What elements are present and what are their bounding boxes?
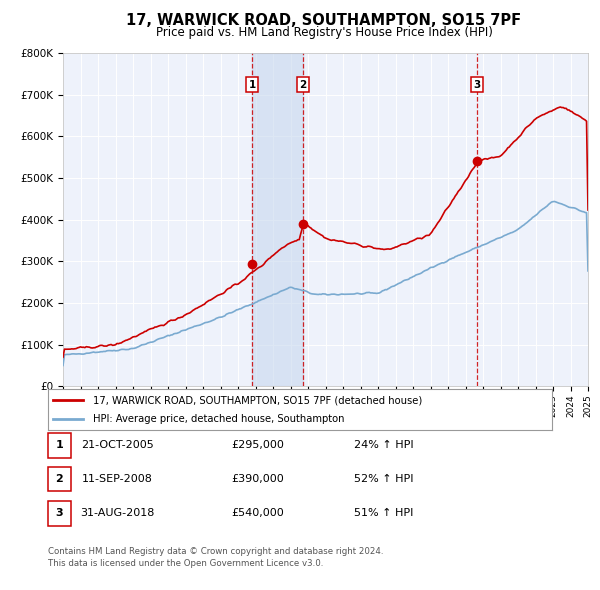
- Text: 31-AUG-2018: 31-AUG-2018: [80, 509, 154, 518]
- Text: 17, WARWICK ROAD, SOUTHAMPTON, SO15 7PF: 17, WARWICK ROAD, SOUTHAMPTON, SO15 7PF: [127, 13, 521, 28]
- Text: 3: 3: [56, 509, 63, 518]
- Text: £390,000: £390,000: [232, 474, 284, 484]
- Text: 51% ↑ HPI: 51% ↑ HPI: [355, 509, 413, 518]
- Text: 2: 2: [299, 80, 307, 90]
- Text: 21-OCT-2005: 21-OCT-2005: [80, 441, 154, 450]
- Text: £295,000: £295,000: [232, 441, 284, 450]
- Text: 2: 2: [56, 474, 63, 484]
- Text: Price paid vs. HM Land Registry's House Price Index (HPI): Price paid vs. HM Land Registry's House …: [155, 26, 493, 39]
- Text: HPI: Average price, detached house, Southampton: HPI: Average price, detached house, Sout…: [94, 415, 345, 424]
- Text: 1: 1: [248, 80, 256, 90]
- Text: Contains HM Land Registry data © Crown copyright and database right 2024.
This d: Contains HM Land Registry data © Crown c…: [48, 547, 383, 568]
- Text: £540,000: £540,000: [232, 509, 284, 518]
- Bar: [252, 53, 303, 386]
- Text: 11-SEP-2008: 11-SEP-2008: [82, 474, 152, 484]
- Text: 52% ↑ HPI: 52% ↑ HPI: [354, 474, 414, 484]
- Text: 24% ↑ HPI: 24% ↑ HPI: [354, 441, 414, 450]
- Text: 17, WARWICK ROAD, SOUTHAMPTON, SO15 7PF (detached house): 17, WARWICK ROAD, SOUTHAMPTON, SO15 7PF …: [94, 395, 422, 405]
- Text: 1: 1: [56, 441, 63, 450]
- Text: 3: 3: [473, 80, 481, 90]
